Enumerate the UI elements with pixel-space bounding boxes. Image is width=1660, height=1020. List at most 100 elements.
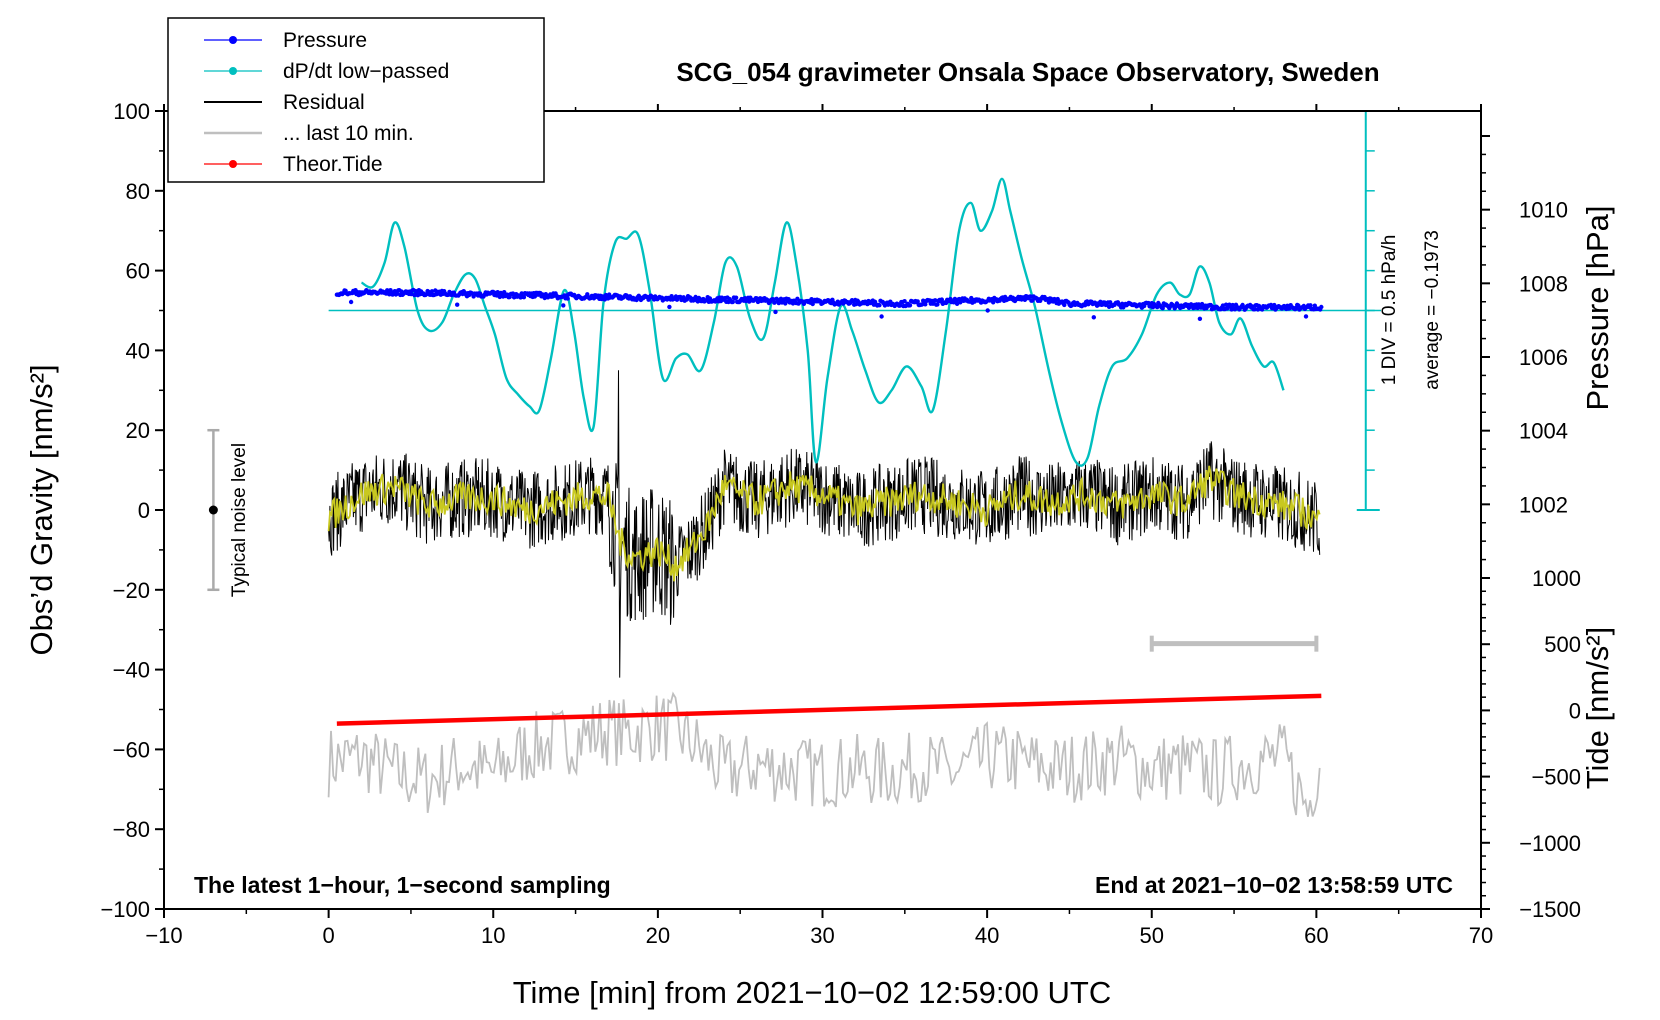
pressure-dot [693,294,698,300]
pressure-dot [348,299,354,305]
pressure-axis-title: Pressure [hPa] [1580,205,1615,410]
pressure-dot [1230,302,1235,308]
axes-layer: −10 0 10 20 30 40 50 60 70−100−80−60−40−20020406… [100,99,1581,948]
dpdt-curve [360,177,1285,467]
end-time-note: End at 2021−10−02 13:58:59 UTC [1095,872,1453,898]
pressure-dot [385,288,390,293]
pressure-tick-label: 1002 [1519,492,1568,517]
residual-smoothed-trace [327,465,1321,582]
chart-title: SCG_054 gravimeter Onsala Space Observat… [676,57,1379,87]
y-tick-label: 40 [126,338,150,363]
tide-tick-label: −1500 [1519,897,1581,922]
pressure-dot [1196,302,1202,307]
tide-tick-label: 1000 [1532,566,1581,591]
noise-bar-center [208,505,218,515]
theor-tide-line [336,693,1322,726]
pressure-dot [1272,302,1277,308]
legend-label: ... last 10 min. [283,122,414,145]
pressure-dot [1308,303,1313,308]
y-tick-label: −40 [113,658,150,683]
pressure-dot [1197,316,1203,321]
pressure-dot [409,291,414,297]
pressure-dots [334,287,1324,321]
y-tick-label: −80 [113,817,150,842]
tide-axis-title: Tide [nm/s²] [1580,627,1615,790]
pressure-dot [985,308,990,313]
pressure-dot [939,297,944,302]
pressure-dot [915,299,920,304]
y-tick-label: 20 [126,418,150,443]
tide-tick-label: −500 [1531,765,1581,790]
x-tick-label: 60 [1304,923,1328,948]
y-axis-title-left: Obs’d Gravity [nm/s²] [24,364,59,655]
pressure-tick-label: 1004 [1519,419,1568,444]
x-tick-label: 20 [646,923,670,948]
pressure-dot [532,294,537,299]
y-tick-label: 100 [113,99,150,124]
x-tick-label: −10 [145,923,182,948]
pressure-dot [1028,294,1033,299]
x-tick-label: 0 [323,923,335,948]
pressure-tick-label: 1006 [1519,345,1568,370]
pressure-dot [1091,315,1097,320]
pressure-dot [1022,297,1028,302]
pressure-dot [877,303,882,308]
pressure-dot [561,303,566,308]
legend-label: dP/dt low−passed [283,60,449,83]
pressure-dot [879,314,884,319]
x-tick-label: 70 [1469,923,1493,948]
residual-trace [328,370,1321,678]
legend-swatch-dot [229,160,237,168]
noise-level-label: Typical noise level [229,443,250,597]
pressure-dot [1082,303,1088,308]
y-tick-label: −20 [113,578,150,603]
legend-label: Pressure [283,29,367,52]
tide-tick-label: 0 [1569,698,1581,723]
x-tick-label: 40 [975,923,999,948]
pressure-dot [772,300,777,305]
pressure-dot [1312,303,1318,308]
pressure-dot [1195,305,1200,311]
x-tick-label: 30 [810,923,834,948]
last-10-min-trace [327,691,1321,817]
pressure-dot [667,304,672,310]
x-tick-label: 50 [1140,923,1164,948]
pressure-dot [1319,304,1324,310]
pressure-dot [1199,301,1205,307]
x-axis-title: Time [min] from 2021−10−02 12:59:00 UTC [513,975,1112,1010]
pressure-dot [565,296,570,301]
dpdt-scale-label: 1 DIV = 0.5 hPa/h [1379,235,1400,386]
pressure-dot [902,299,907,304]
legend-box [167,17,545,183]
tide-tick-label: −1000 [1519,831,1581,856]
y-tick-label: 80 [126,179,150,204]
legend-label: Residual [283,91,365,114]
pressure-dot [519,291,524,296]
pressure-dot [933,298,938,303]
pressure-dot [771,297,776,302]
pressure-dot [1252,307,1257,312]
legend-label: Theor.Tide [283,153,383,176]
plot-frame [163,110,1482,910]
y-tick-label: −60 [113,737,150,762]
x-tick-label: 10 [481,923,505,948]
dpdt-average-label: average = −0.1973 [1422,230,1443,390]
pressure-dot [733,295,739,300]
pressure-tick-label: 1010 [1519,198,1568,223]
pressure-dot [795,296,800,301]
pressure-tick-label: 1008 [1519,271,1568,296]
pressure-dot [935,302,940,307]
pressure-dot [455,302,460,307]
pressure-dot [1303,314,1309,319]
pressure-dot [521,295,527,300]
legend: Pressure dP/dt low−passed Residual ... last… [167,17,545,183]
series-layer [207,110,1381,817]
pressure-dot [773,309,778,315]
y-tick-label: 60 [126,259,150,284]
pressure-dot [730,299,735,305]
sampling-note: The latest 1−hour, 1−second sampling [194,872,611,898]
legend-swatch-dot [229,67,237,75]
y-tick-label: −100 [100,897,150,922]
pressure-dot [898,303,903,308]
